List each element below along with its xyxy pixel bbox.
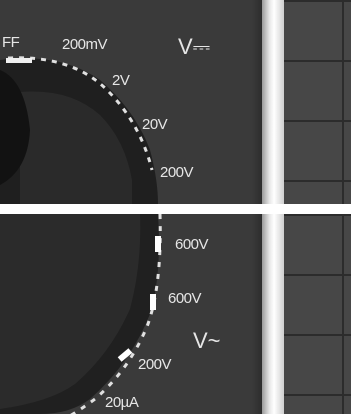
- range-200v-label: 200V: [160, 164, 194, 181]
- silver-bezel: [262, 214, 284, 414]
- knob-hub: [0, 70, 30, 185]
- silver-bezel: [262, 0, 284, 204]
- range-mark: [155, 236, 161, 252]
- dial-panel-top: FF 200mV 2V 20V 200V V⎓: [0, 0, 351, 204]
- range-600v-label: 600V: [175, 236, 209, 253]
- range-200mv-label: 200mV: [62, 36, 108, 53]
- range-mark: [117, 348, 133, 362]
- range-mark: [150, 294, 156, 310]
- dial-panel-bottom: 600V 600V 200V 20µA V~: [0, 214, 351, 414]
- off-label: FF: [2, 34, 20, 51]
- range-600v-ac-label: 600V: [168, 290, 202, 307]
- grid-background: [282, 0, 351, 204]
- rotary-dial-top: [0, 56, 158, 204]
- bezel-shadow: [252, 0, 264, 204]
- range-200v-ac-label: 200V: [138, 356, 172, 373]
- dc-voltage-symbol: V⎓: [178, 34, 211, 59]
- bezel-shadow: [252, 214, 264, 414]
- knob-face: [20, 91, 132, 204]
- range-20v-label: 20V: [142, 116, 168, 133]
- off-position-mark: [6, 58, 32, 63]
- range-20ua-label: 20µA: [105, 394, 139, 411]
- range-2v-label: 2V: [112, 72, 130, 89]
- ac-voltage-symbol: V~: [193, 328, 221, 353]
- dial-tick-arc: [7, 56, 154, 171]
- grid-background: [282, 214, 351, 414]
- rotary-dial-bottom: [0, 214, 162, 414]
- knob-face: [0, 214, 141, 409]
- dial-tick-arc: [70, 214, 162, 414]
